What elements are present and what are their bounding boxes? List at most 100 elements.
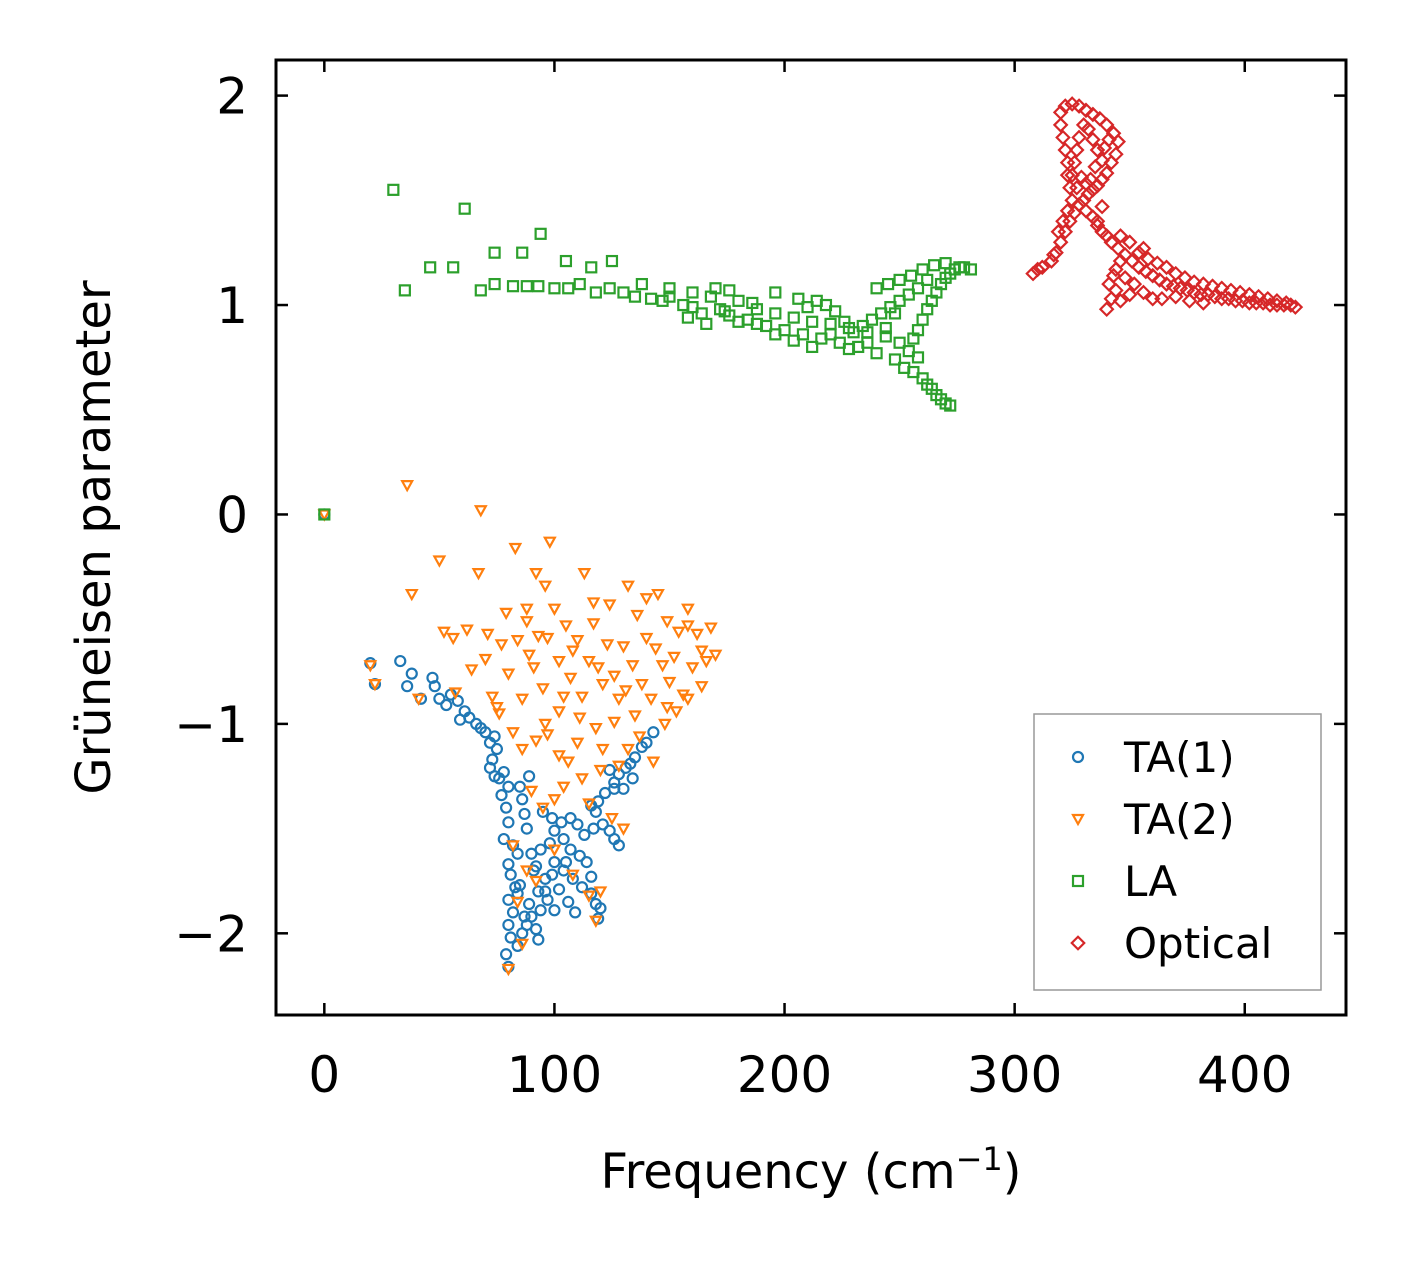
point-optical: [1094, 171, 1110, 188]
point-la: [881, 277, 895, 291]
point-optical: [1126, 276, 1143, 292]
point-la: [628, 290, 642, 303]
point-ta-2: [616, 641, 631, 654]
point-optical: [1105, 267, 1122, 284]
point-ta-2: [540, 632, 555, 646]
legend-label-ta-1: TA(1): [1123, 733, 1235, 782]
point-ta-2: [586, 618, 601, 631]
point-ta-2: [540, 729, 555, 742]
x-tick-label: 100: [507, 1046, 602, 1104]
point-ta-2: [552, 655, 566, 669]
point-ta-2: [510, 896, 525, 910]
point-ta-1: [532, 933, 545, 946]
point-la: [810, 294, 823, 307]
point-ta-2: [460, 624, 474, 637]
point-ta-2: [607, 716, 622, 730]
point-ta-2: [515, 938, 530, 952]
point-ta-2: [646, 756, 661, 769]
point-ta-2: [547, 844, 562, 857]
x-tick-label: 300: [967, 1046, 1062, 1104]
point-ta-2: [559, 620, 573, 633]
point-la: [723, 284, 736, 297]
point-ta-2: [508, 542, 523, 556]
point-la: [879, 330, 892, 343]
point-ta-2: [572, 712, 587, 725]
point-la: [916, 313, 929, 326]
point-ta-1: [493, 772, 506, 785]
point-ta-1: [428, 680, 441, 693]
point-optical: [1250, 288, 1267, 305]
point-la: [617, 286, 630, 299]
point-ta-1: [426, 671, 439, 684]
point-ta-2: [699, 655, 714, 669]
point-ta-2: [681, 620, 695, 633]
point-ta-1: [488, 730, 501, 743]
point-ta-2: [363, 660, 378, 673]
point-la: [520, 280, 533, 293]
point-optical: [1241, 286, 1258, 303]
point-ta-1: [557, 832, 570, 846]
point-ta-2: [552, 706, 566, 719]
point-optical: [1089, 213, 1106, 230]
point-ta-1: [566, 872, 579, 885]
point-ta-1: [502, 816, 515, 829]
y-tick-label: 0: [216, 486, 248, 544]
point-la: [801, 301, 814, 314]
point-ta-2: [531, 630, 546, 644]
point-la: [585, 261, 598, 274]
point-la: [488, 277, 501, 291]
point-ta-1: [518, 807, 531, 821]
point-ta-2: [704, 622, 718, 635]
point-ta-1: [523, 770, 536, 783]
legend-marker-la: [1071, 874, 1085, 888]
point-la: [916, 263, 929, 276]
point-ta-2: [660, 616, 675, 629]
point-ta-1: [575, 881, 589, 894]
point-optical: [1078, 202, 1094, 219]
point-optical: [1204, 278, 1221, 294]
point-ta-2: [471, 568, 486, 581]
point-ta-2: [639, 593, 654, 606]
point-ta-1: [640, 736, 653, 749]
point-ta-2: [524, 785, 539, 799]
point-ta-1: [463, 711, 476, 724]
point-la: [870, 282, 883, 295]
point-la: [562, 282, 575, 295]
point-ta-2: [588, 915, 603, 929]
point-ta-2: [404, 588, 419, 602]
point-optical: [1055, 129, 1071, 146]
markers-layer: [317, 96, 1304, 977]
point-ta-2: [464, 664, 479, 677]
point-ta-2: [432, 555, 447, 568]
point-ta-2: [506, 727, 520, 740]
point-la: [718, 305, 731, 318]
point-optical: [1064, 192, 1080, 209]
point-ta-2: [582, 655, 596, 669]
point-la: [893, 336, 906, 349]
point-ta-2: [690, 628, 704, 642]
point-ta-1: [513, 780, 527, 793]
point-ta-1: [433, 692, 446, 705]
point-ta-2: [658, 718, 672, 732]
point-ta-2: [490, 702, 504, 715]
point-ta-2: [600, 639, 615, 652]
point-ta-2: [519, 865, 534, 878]
point-optical: [1112, 228, 1129, 244]
point-ta-1: [523, 897, 536, 911]
point-optical: [1232, 284, 1248, 301]
point-ta-2: [400, 480, 415, 493]
point-optical: [1177, 270, 1193, 286]
point-ta-2: [437, 626, 451, 640]
point-la: [732, 315, 745, 328]
point-ta-2: [536, 683, 550, 696]
point-ta-1: [486, 753, 499, 766]
point-optical: [1181, 293, 1198, 309]
point-ta-2: [669, 706, 684, 719]
point-la: [806, 340, 819, 354]
point-la: [769, 328, 782, 341]
point-ta-2: [368, 679, 382, 692]
point-la: [746, 296, 759, 310]
point-optical: [1052, 234, 1069, 251]
point-ta-1: [546, 812, 559, 825]
x-axis-label: Frequency (cm−1): [600, 1140, 1021, 1200]
